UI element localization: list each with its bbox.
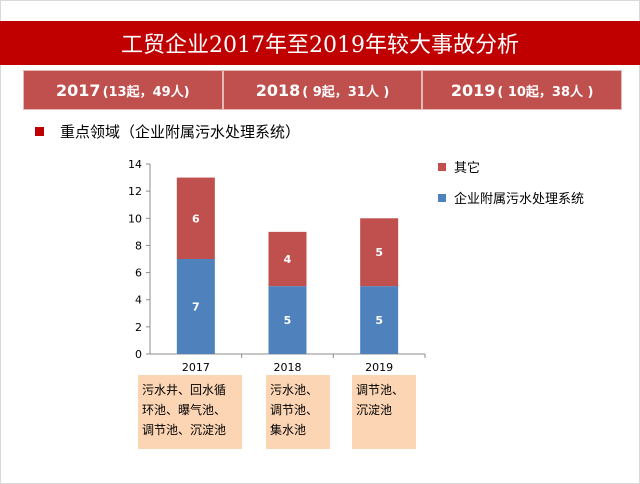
x-tick-label: 2018 [274,361,302,374]
y-tick-label: 4 [135,294,142,307]
x-tick-label: 2019 [365,361,393,374]
bar-segment [176,259,215,354]
focus-label: 重点领域（企业附属污水处理系统） [60,122,301,141]
bar-segment [360,286,399,354]
year-summary-row: 2017 (13起，49人) 2018 ( 9起，31人 ) 2019 ( 10… [23,70,623,110]
data-label: 6 [192,212,200,225]
note-line: 污水池、 [270,383,319,397]
bar-segment [268,231,307,287]
page-title: 工贸企业2017年至2019年较大事故分析 [0,21,640,65]
note-box-2018: 污水池、 调节池、 集水池 [266,375,330,449]
legend-swatch [438,193,446,202]
legend-item-sewage: 企业附属污水处理系统 [438,188,584,207]
year-detail: ( 9起，31人 ) [302,84,390,100]
x-tick-label: 2017 [182,361,210,374]
focus-heading: 重点领域（企业附属污水处理系统） [35,120,300,142]
data-label: 4 [284,253,292,266]
year-label: 2018 [255,80,301,100]
note-box-2017: 污水井、回水循 环池、曝气池、 调节池、沉淀池 [138,375,242,449]
legend-label: 企业附属污水处理系统 [454,192,585,207]
legend-swatch [438,162,446,171]
year-cell-2017: 2017 (13起，49人) [23,70,223,110]
legend-label: 其它 [454,161,481,176]
year-detail: ( 10起，38人 ) [497,84,594,100]
year-cell-2019: 2019 ( 10起，38人 ) [422,70,623,110]
year-label: 2017 [56,80,101,100]
note-line: 污水井、回水循 [142,383,227,397]
note-line: 调节池、沉淀池 [142,423,227,437]
note-line: 集水池 [270,423,307,437]
y-tick-label: 6 [135,267,142,280]
bar-segment [268,286,307,354]
data-label: 5 [375,246,383,259]
bar-segment [360,218,399,287]
year-detail: (13起，49人) [102,84,190,100]
note-line: 调节池、 [356,383,405,397]
y-tick-label: 10 [128,212,142,225]
data-label: 7 [192,301,200,314]
note-line: 调节池、 [270,403,319,417]
year-label: 2019 [450,80,496,100]
bar-segment [176,177,215,259]
data-label: 5 [375,314,383,327]
note-line: 沉淀池 [356,403,393,417]
legend-item-other: 其它 [438,157,480,176]
bullet-square-icon [35,126,44,136]
y-tick-label: 14 [128,158,142,171]
note-box-2019: 调节池、 沉淀池 [352,375,416,449]
y-tick-label: 0 [135,348,142,361]
note-line: 环池、曝气池、 [142,403,227,417]
data-label: 5 [284,314,292,327]
y-tick-label: 2 [135,321,142,334]
year-cell-2018: 2018 ( 9起，31人 ) [222,70,423,110]
y-tick-label: 12 [128,185,142,198]
y-tick-label: 8 [135,239,142,252]
